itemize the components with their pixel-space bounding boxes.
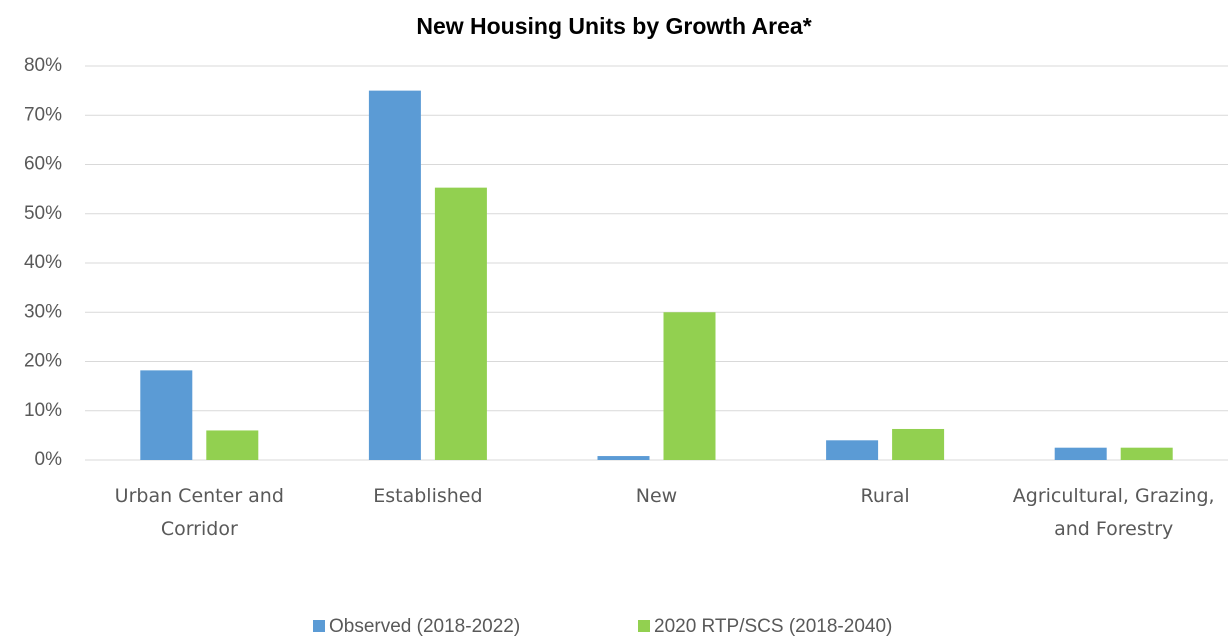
legend-label: Observed (2018-2022): [329, 616, 520, 637]
y-tick-label: 50%: [24, 203, 62, 224]
bar: [597, 456, 650, 460]
y-tick-label: 70%: [24, 104, 62, 125]
bar: [434, 187, 487, 460]
bar: [663, 312, 716, 460]
chart-title: New Housing Units by Growth Area*: [416, 13, 811, 39]
legend-swatch: [313, 620, 325, 632]
x-tick-label: New: [635, 485, 678, 507]
y-tick-label: 10%: [24, 400, 62, 421]
x-tick-label: Established: [373, 485, 483, 507]
y-tick-label: 60%: [24, 154, 62, 175]
legend-label: 2020 RTP/SCS (2018-2040): [654, 616, 892, 637]
y-tick-label: 80%: [24, 55, 62, 76]
x-tick-label: Rural: [860, 485, 910, 507]
bar: [140, 370, 193, 460]
bar: [1120, 447, 1173, 460]
bar: [826, 440, 879, 460]
x-tick-label: Agricultural, Grazing, and Forestry: [1012, 485, 1215, 540]
bar: [368, 90, 421, 460]
legend-swatch: [638, 620, 650, 632]
y-tick-label: 30%: [24, 301, 62, 322]
y-tick-label: 0%: [35, 449, 63, 470]
y-tick-label: 20%: [24, 351, 62, 372]
bar: [1054, 447, 1107, 460]
x-tick-label: Urban Center and Corridor: [114, 485, 284, 540]
bar: [892, 428, 945, 460]
y-tick-label: 40%: [24, 252, 62, 273]
bar: [206, 430, 259, 460]
